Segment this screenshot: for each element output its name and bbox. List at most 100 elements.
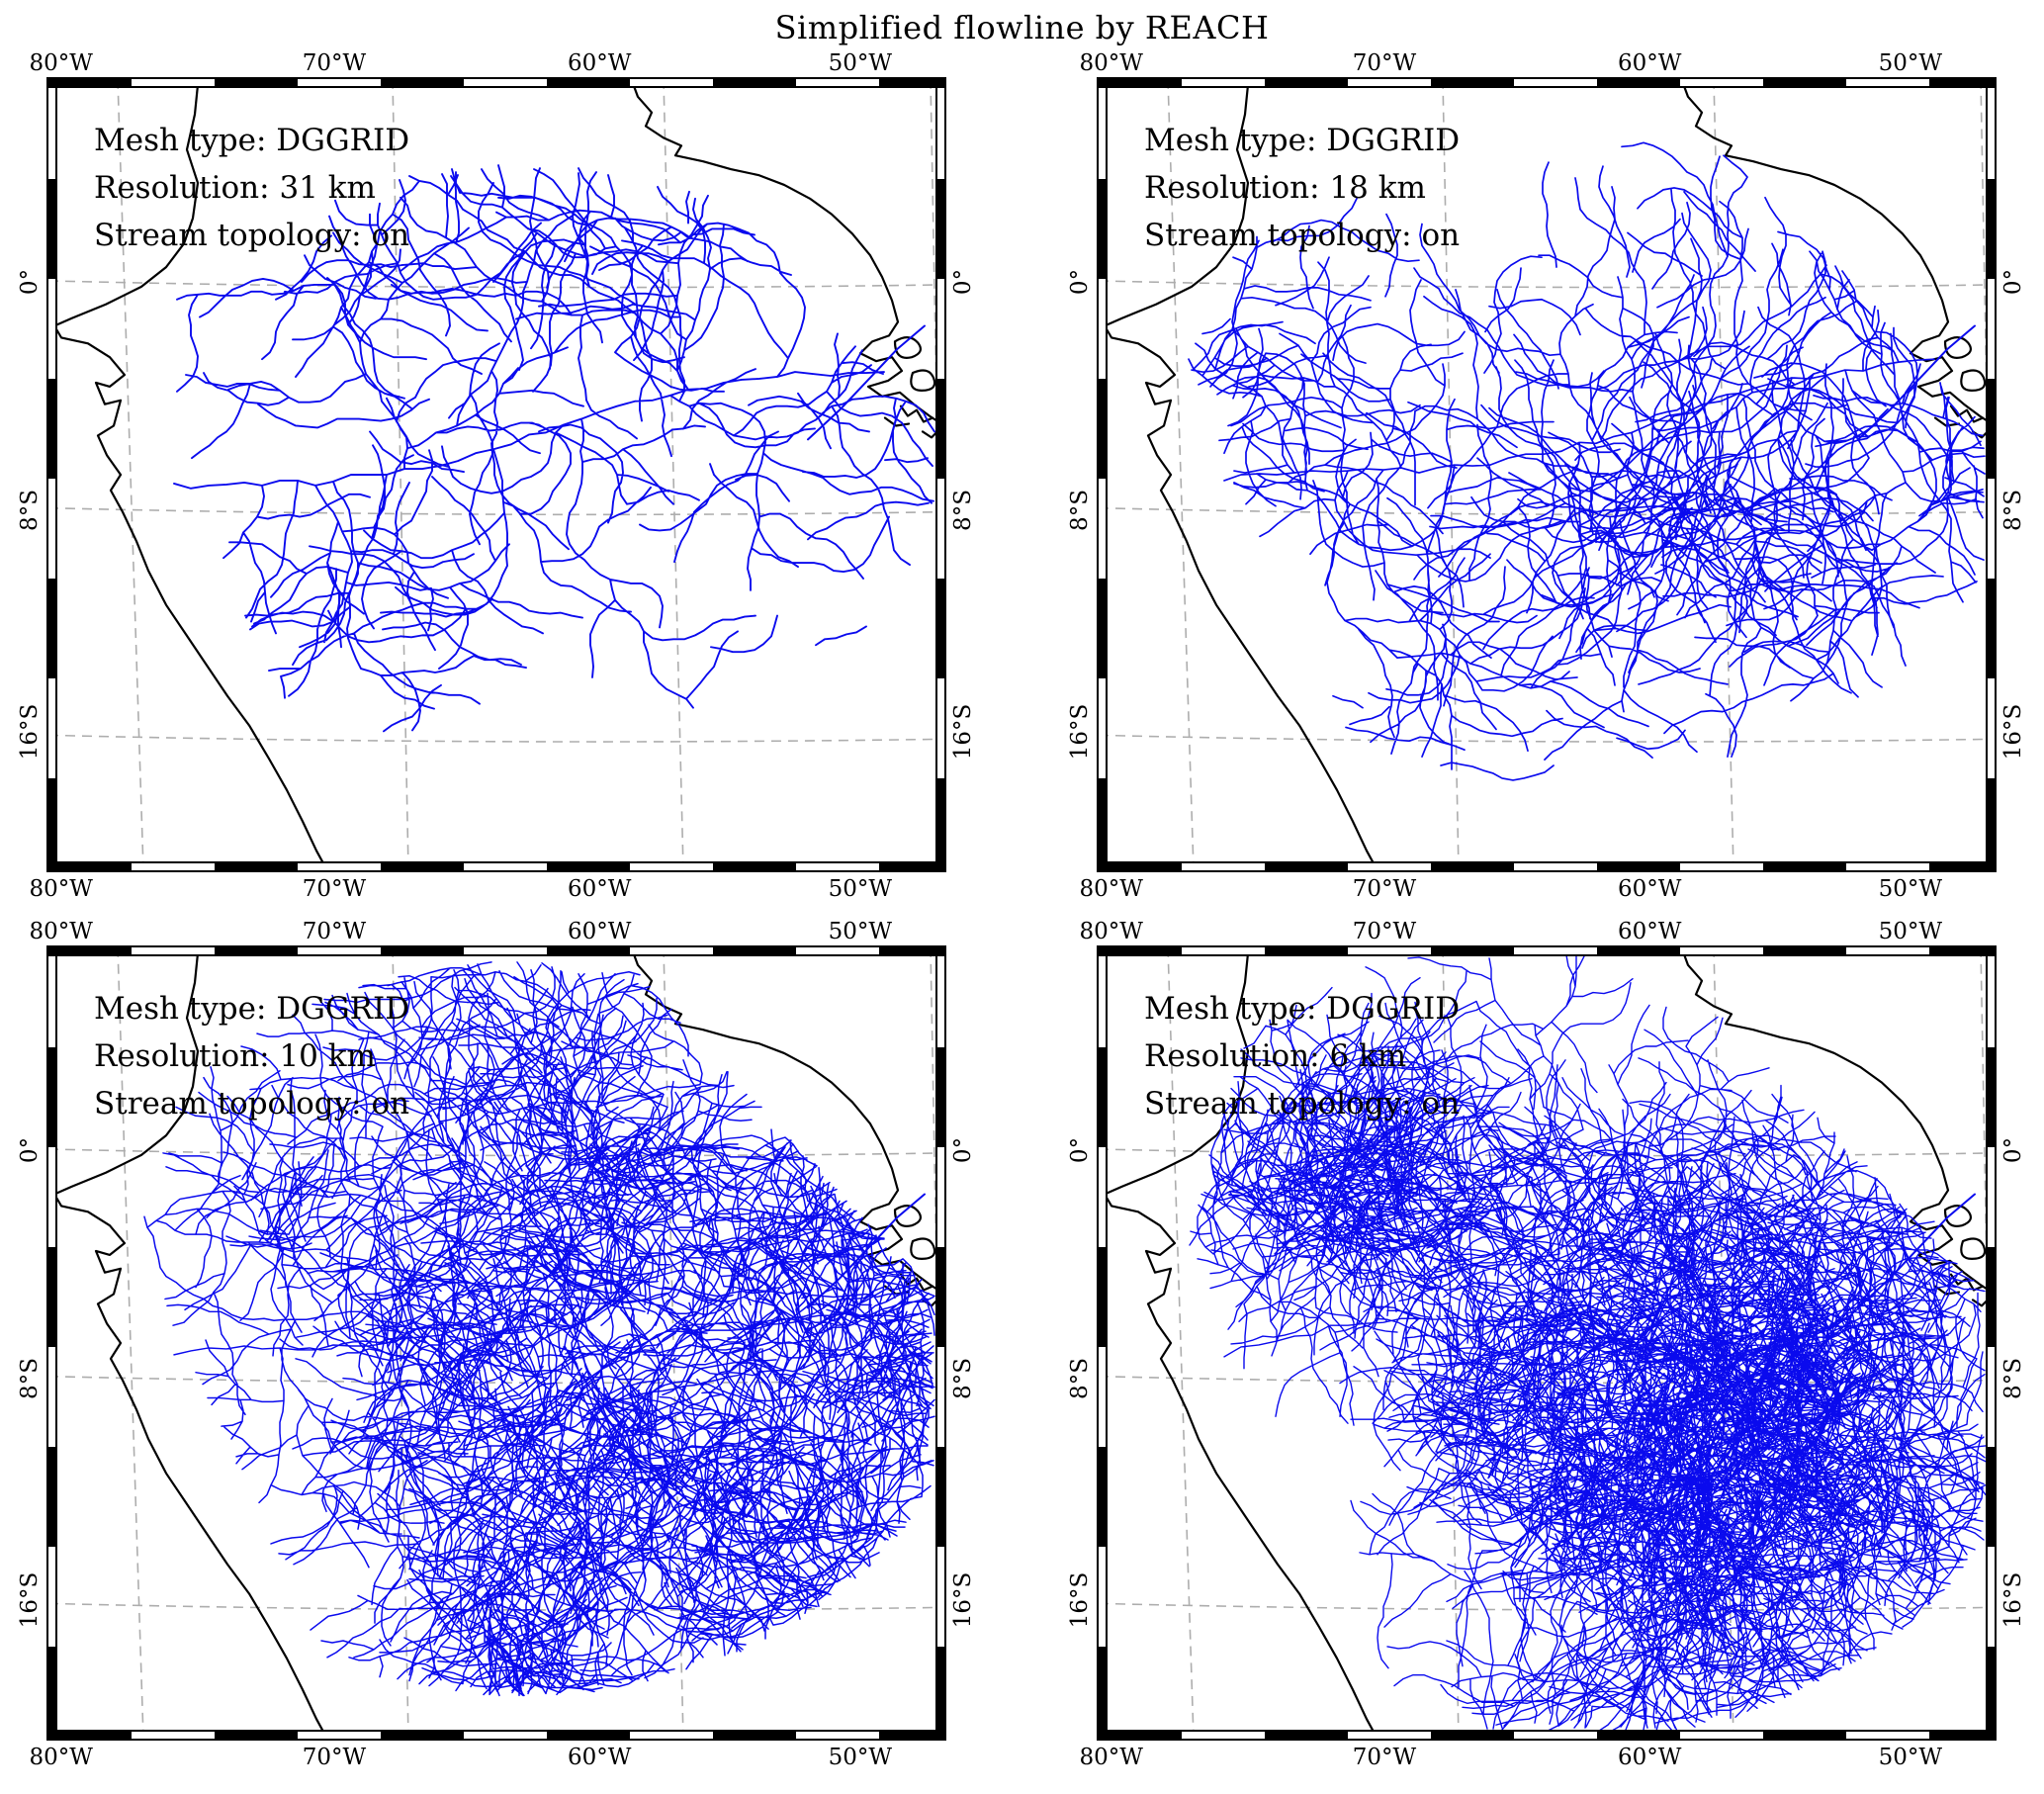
lon-tick-label: 60°W <box>1617 50 1682 76</box>
lon-tick-label: 70°W <box>1352 50 1417 76</box>
lon-tick-label: 60°W <box>1617 876 1682 902</box>
resolution-label: Resolution: 18 km <box>1144 170 1426 206</box>
lat-tick-label: 8°S <box>2000 1358 2026 1400</box>
lat-tick-label: 0° <box>2000 269 2026 296</box>
map-frame: Mesh type: DGGRID Resolution: 6 km Strea… <box>1097 945 1997 1741</box>
lat-tick-label: 16°S <box>1067 703 1093 760</box>
lat-tick-label: 8°S <box>17 490 43 532</box>
bottom-axis-labels: 80°W 70°W 60°W 50°W <box>1079 1741 1995 1774</box>
lat-tick-label: 8°S <box>1067 1358 1093 1400</box>
top-axis-labels: 80°W 70°W 60°W 50°W <box>29 50 944 77</box>
right-axis-labels: 0° 8°S 16°S <box>946 945 980 1741</box>
amazon-mouth-islands <box>883 336 941 439</box>
stream-topology-label: Stream topology: on <box>94 1086 410 1121</box>
frame-tick-bar-right <box>935 947 944 1739</box>
lat-tick-label: 8°S <box>950 1358 976 1400</box>
lon-tick-label: 50°W <box>828 876 893 902</box>
lat-tick-label: 0° <box>17 1137 43 1164</box>
left-axis-labels: 0° 8°S 16°S <box>1063 945 1097 1741</box>
river-network <box>143 961 935 1697</box>
frame-tick-bar-right <box>1986 947 1995 1739</box>
frame-tick-bar-top <box>48 79 944 88</box>
lat-tick-label: 8°S <box>2000 490 2026 532</box>
lon-tick-label: 60°W <box>1617 1745 1682 1770</box>
left-axis-labels: 0° 8°S 16°S <box>13 77 46 872</box>
lon-tick-label: 60°W <box>567 876 632 902</box>
frame-tick-bar-bottom <box>48 1730 944 1739</box>
map-canvas <box>48 947 944 1739</box>
lat-tick-label: 16°S <box>950 703 976 760</box>
right-axis-labels: 0° 8°S 16°S <box>946 77 980 872</box>
frame-tick-bar-top <box>48 947 944 956</box>
lon-tick-label: 80°W <box>1079 50 1143 76</box>
lat-tick-label: 0° <box>17 269 43 296</box>
left-axis-labels: 0° 8°S 16°S <box>1063 77 1097 872</box>
lon-tick-label: 60°W <box>567 1745 632 1770</box>
lat-tick-label: 0° <box>1067 1137 1093 1164</box>
frame-tick-bar-bottom <box>1099 1730 1995 1739</box>
frame-tick-bar-bottom <box>48 861 944 870</box>
river-network <box>1189 953 1987 1733</box>
coastline-atlantic <box>630 947 944 1296</box>
lon-tick-label: 60°W <box>567 50 632 76</box>
panel-annotation: Mesh type: DGGRID Resolution: 10 km Stre… <box>94 985 409 1127</box>
frame-tick-bar-right <box>1986 79 1995 870</box>
lon-tick-label: 60°W <box>1617 919 1682 944</box>
coastline-atlantic <box>1680 79 1995 427</box>
lat-tick-label: 8°S <box>1067 490 1093 532</box>
lon-tick-label: 50°W <box>828 1745 893 1770</box>
map-panel-6km: 80°W 70°W 60°W 50°W 0° 8°S 16°S Mesh type: DG… <box>1063 919 2030 1774</box>
map-canvas <box>1099 947 1995 1739</box>
lon-tick-label: 80°W <box>1079 919 1143 944</box>
amazon-mouth-islands <box>1933 336 1992 439</box>
river-network <box>1188 141 1986 781</box>
resolution-label: Resolution: 31 km <box>94 170 376 206</box>
lon-tick-label: 80°W <box>29 1745 93 1770</box>
figure-title: Simplified flowline by REACH <box>774 9 1270 46</box>
map-panel-31km: 80°W 70°W 60°W 50°W 0° 8°S 16°S Mesh type: DG… <box>13 50 980 906</box>
map-frame: Mesh type: DGGRID Resolution: 18 km Stre… <box>1097 77 1997 872</box>
stream-topology-label: Stream topology: on <box>94 218 410 253</box>
lon-tick-label: 60°W <box>567 919 632 944</box>
lon-tick-label: 50°W <box>828 919 893 944</box>
map-frame: Mesh type: DGGRID Resolution: 10 km Stre… <box>46 945 946 1741</box>
map-frame: Mesh type: DGGRID Resolution: 31 km Stre… <box>46 77 946 872</box>
stream-topology-label: Stream topology: on <box>1144 1086 1461 1121</box>
coastline-pacific <box>52 947 329 1739</box>
bottom-axis-labels: 80°W 70°W 60°W 50°W <box>29 1741 944 1774</box>
lat-tick-label: 16°S <box>1067 1571 1093 1628</box>
mesh-type-label: Mesh type: DGGRID <box>94 123 410 158</box>
coastline-pacific <box>1103 947 1379 1739</box>
map-panel-18km: 80°W 70°W 60°W 50°W 0° 8°S 16°S Mesh type: DG… <box>1063 50 2030 906</box>
bottom-axis-labels: 80°W 70°W 60°W 50°W <box>1079 872 1995 906</box>
lon-tick-label: 50°W <box>1878 876 1943 902</box>
lat-tick-label: 16°S <box>2000 1571 2026 1628</box>
lat-tick-label: 16°S <box>17 1571 43 1628</box>
mesh-type-label: Mesh type: DGGRID <box>1144 123 1461 158</box>
resolution-label: Resolution: 6 km <box>1144 1038 1407 1074</box>
lon-tick-label: 80°W <box>1079 1745 1143 1770</box>
mesh-type-label: Mesh type: DGGRID <box>94 991 410 1027</box>
lat-tick-label: 0° <box>950 1137 976 1164</box>
panel-annotation: Mesh type: DGGRID Resolution: 31 km Stre… <box>94 117 409 259</box>
lon-tick-label: 80°W <box>29 50 93 76</box>
coastline-pacific <box>52 79 329 870</box>
frame-tick-bar-top <box>1099 79 1995 88</box>
top-axis-labels: 80°W 70°W 60°W 50°W <box>1079 50 1995 77</box>
frame-tick-bar-bottom <box>1099 861 1995 870</box>
lon-tick-label: 70°W <box>302 919 367 944</box>
river-network <box>173 164 935 733</box>
lat-tick-label: 0° <box>2000 1137 2026 1164</box>
resolution-label: Resolution: 10 km <box>94 1038 376 1074</box>
lat-tick-label: 16°S <box>2000 703 2026 760</box>
lon-tick-label: 80°W <box>29 919 93 944</box>
lat-tick-label: 0° <box>1067 269 1093 296</box>
lat-tick-label: 8°S <box>17 1358 43 1400</box>
lon-tick-label: 70°W <box>1352 876 1417 902</box>
lon-tick-label: 50°W <box>828 50 893 76</box>
lon-tick-label: 80°W <box>29 876 93 902</box>
frame-tick-bar-left <box>48 947 57 1739</box>
right-axis-labels: 0° 8°S 16°S <box>1997 77 2030 872</box>
frame-tick-bar-left <box>1099 947 1108 1739</box>
frame-tick-bar-left <box>1099 79 1108 870</box>
